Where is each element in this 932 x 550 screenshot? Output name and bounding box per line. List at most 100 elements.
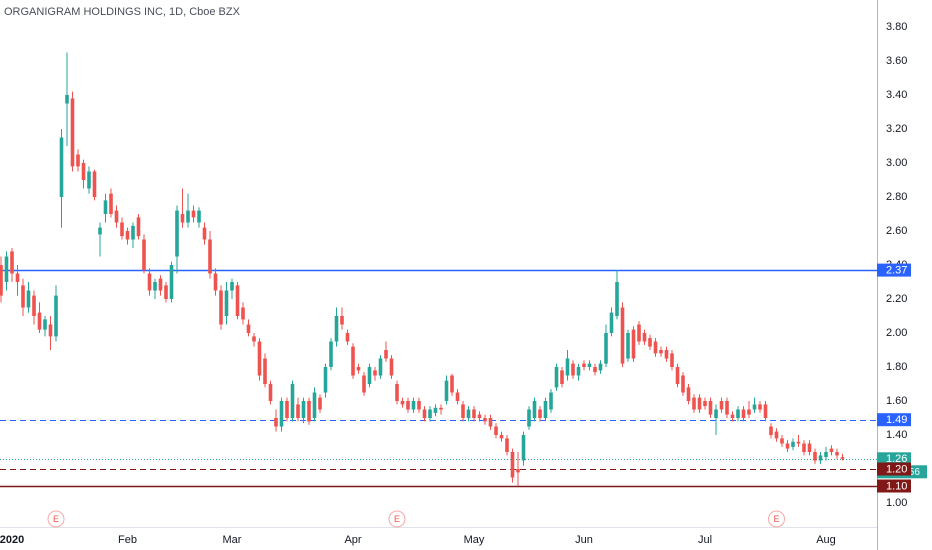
candle-body bbox=[582, 363, 586, 367]
candle-body bbox=[136, 217, 141, 237]
candle-body bbox=[741, 409, 746, 418]
candle-body bbox=[169, 265, 174, 299]
price-label-box bbox=[877, 263, 911, 277]
candle-body bbox=[587, 363, 592, 367]
candle-body bbox=[488, 418, 493, 427]
candle-body bbox=[208, 239, 212, 274]
candle-body bbox=[686, 387, 691, 401]
y-tick-label: 2.20 bbox=[886, 293, 907, 305]
candle-body bbox=[752, 404, 757, 410]
candle-body bbox=[54, 295, 58, 337]
candle-body bbox=[202, 227, 207, 240]
candle-body bbox=[736, 409, 740, 418]
candle-body bbox=[15, 273, 20, 282]
candle-body bbox=[670, 353, 674, 367]
candle-body bbox=[576, 367, 581, 376]
price-label: 1.49 bbox=[886, 414, 907, 426]
event-label: E bbox=[773, 514, 779, 524]
x-tick-label: Jun bbox=[575, 534, 593, 546]
candle-body bbox=[560, 370, 564, 384]
candle-body bbox=[648, 338, 652, 347]
event-marker bbox=[388, 510, 406, 528]
price-label-box bbox=[877, 452, 911, 466]
candle-body bbox=[373, 370, 377, 376]
candle-body bbox=[43, 319, 47, 330]
candle-body bbox=[494, 426, 498, 435]
y-tick-label: 3.60 bbox=[886, 55, 907, 67]
candle-body bbox=[32, 295, 36, 316]
candle-body bbox=[70, 98, 75, 167]
candle-body bbox=[197, 210, 201, 223]
candle-body bbox=[615, 282, 619, 316]
candle-body bbox=[125, 231, 130, 240]
candle-body bbox=[142, 239, 146, 271]
candle-body bbox=[593, 367, 597, 373]
candle-body bbox=[769, 426, 773, 435]
candle-body bbox=[725, 401, 729, 415]
candle-body bbox=[351, 346, 355, 376]
candle-body bbox=[164, 285, 168, 299]
candle-body bbox=[516, 469, 520, 473]
event-label: E bbox=[394, 514, 400, 524]
candle-body bbox=[824, 452, 828, 458]
candle-body bbox=[290, 384, 295, 418]
candle-body bbox=[499, 435, 504, 439]
candle-body bbox=[433, 407, 438, 413]
candle-body bbox=[796, 441, 801, 444]
candle-body bbox=[92, 171, 97, 197]
candle-body bbox=[235, 285, 240, 316]
candle-body bbox=[730, 414, 735, 418]
candle-body bbox=[147, 273, 152, 291]
candle-body bbox=[411, 401, 416, 410]
candle-body bbox=[285, 401, 289, 418]
candle-body bbox=[323, 367, 328, 393]
y-tick-label: 2.60 bbox=[886, 225, 907, 237]
candle-body bbox=[400, 401, 405, 405]
y-tick-label: 3.80 bbox=[886, 21, 907, 33]
candle-body bbox=[549, 392, 553, 410]
candle-body bbox=[59, 137, 64, 197]
candle-body bbox=[340, 316, 344, 325]
candle-body bbox=[98, 227, 102, 235]
candle-body bbox=[345, 333, 350, 342]
candle-body bbox=[103, 200, 108, 214]
y-tick-label: 1.00 bbox=[886, 497, 907, 509]
candle-body bbox=[637, 324, 641, 342]
candle-body bbox=[538, 409, 542, 418]
candle-body bbox=[21, 285, 25, 308]
candle-body bbox=[747, 409, 751, 415]
candle-body bbox=[807, 443, 812, 452]
candle-body bbox=[708, 401, 713, 415]
candle-body bbox=[48, 324, 53, 337]
candle-body bbox=[653, 341, 658, 354]
candle-body bbox=[10, 251, 14, 274]
candle-body bbox=[230, 282, 234, 291]
candle-body bbox=[620, 307, 625, 364]
candle-body bbox=[109, 193, 113, 214]
candle-body bbox=[329, 341, 333, 367]
y-tick-label: 1.80 bbox=[886, 361, 907, 373]
candle-body bbox=[65, 95, 69, 104]
price-label: 1.20 bbox=[886, 463, 907, 475]
candle-body bbox=[521, 435, 526, 461]
candle-body bbox=[367, 367, 372, 384]
candle-body bbox=[477, 414, 482, 418]
candle-body bbox=[158, 278, 163, 291]
candle-body bbox=[268, 384, 273, 401]
candle-body bbox=[175, 210, 179, 257]
candle-body bbox=[356, 367, 361, 371]
candle-body bbox=[714, 409, 718, 418]
price-label-box bbox=[877, 462, 911, 476]
candle-body bbox=[257, 341, 262, 376]
candle-body bbox=[81, 163, 86, 180]
candle-body bbox=[279, 401, 284, 427]
candle-body bbox=[758, 404, 762, 410]
price-label: 2.37 bbox=[886, 265, 907, 277]
candle-body bbox=[813, 452, 817, 461]
candle-body bbox=[422, 409, 427, 418]
candle-body bbox=[461, 404, 465, 418]
candle-body bbox=[692, 397, 696, 410]
candle-body bbox=[802, 443, 806, 452]
candle-body bbox=[719, 401, 724, 410]
